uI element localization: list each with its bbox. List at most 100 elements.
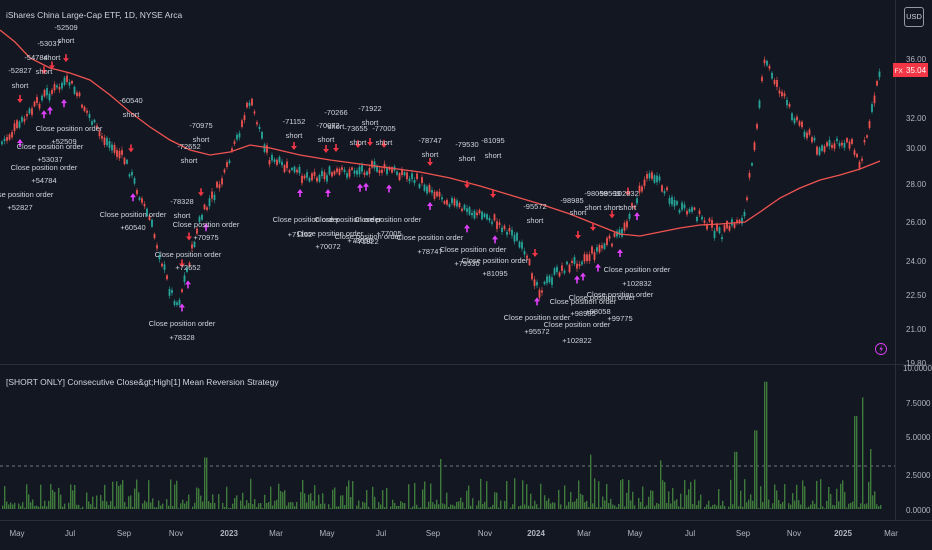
short-qty: -98985	[560, 196, 583, 205]
histogram-bar	[384, 507, 386, 509]
histogram-bar	[496, 492, 498, 509]
histogram-bar	[136, 479, 138, 509]
histogram-bar	[860, 503, 862, 509]
candle-body	[81, 104, 83, 108]
histogram-bar	[638, 497, 640, 509]
histogram-bar	[708, 500, 710, 509]
candle-body	[411, 173, 413, 180]
price-badge-symbol: FXI	[895, 68, 905, 75]
histogram-bar	[822, 506, 824, 509]
histogram-bar	[478, 500, 480, 509]
histogram-bar	[404, 503, 406, 509]
candle-body	[868, 121, 871, 128]
lightning-icon[interactable]	[875, 343, 887, 355]
candle-body	[693, 207, 696, 210]
close-label: Close position order	[550, 297, 617, 306]
candle-body	[651, 172, 653, 179]
histogram-bar	[870, 448, 872, 509]
candle-body	[328, 166, 331, 175]
candle-body	[583, 254, 586, 262]
histogram-bar	[700, 494, 702, 509]
histogram-bar	[346, 486, 348, 509]
candle-body	[416, 173, 418, 180]
indicator-title[interactable]: [SHORT ONLY] Consecutive Close&gt;High[1…	[6, 377, 279, 387]
symbol-title[interactable]: iShares China Large-Cap ETF, 1D, NYSE Ar…	[6, 10, 183, 20]
candle-body	[646, 173, 648, 179]
close-label: Close position order	[155, 250, 222, 259]
short-qty: -81095	[481, 136, 504, 145]
histogram-bar	[186, 501, 188, 509]
histogram-bar	[720, 505, 722, 509]
candle-body	[73, 86, 76, 94]
candle-body	[63, 77, 66, 85]
candle-body	[848, 141, 851, 149]
currency-button[interactable]: USD	[904, 7, 924, 27]
candle-body	[563, 270, 566, 274]
histogram-bar	[318, 494, 320, 509]
histogram-bar	[50, 484, 52, 509]
histogram-bar	[42, 506, 44, 509]
candle-body	[828, 139, 831, 147]
short-entry-arrow	[355, 140, 361, 149]
candle-body	[426, 186, 428, 194]
candle-body	[28, 108, 31, 114]
histogram-bar	[630, 500, 632, 509]
short-label: short	[123, 110, 141, 119]
histogram-bar	[152, 498, 154, 509]
candle-body	[236, 134, 238, 140]
histogram-bar	[588, 507, 590, 509]
candle-body	[783, 93, 786, 97]
candle-body	[18, 121, 21, 128]
histogram-bar	[590, 454, 592, 509]
short-entry-arrow	[198, 188, 204, 197]
close-label: Close position order	[504, 313, 571, 322]
histogram-bar	[794, 500, 796, 509]
time-axis[interactable]: May Jul Sep Nov 2023 Mar May Jul Sep Nov…	[9, 529, 898, 538]
histogram-bar	[768, 499, 770, 509]
candle-body	[26, 113, 28, 117]
histogram-bar	[660, 460, 662, 509]
histogram-bar	[634, 505, 636, 509]
histogram-bar	[632, 491, 634, 509]
histogram-bar	[138, 492, 140, 509]
time-tick: Jul	[685, 529, 695, 538]
candle-body	[863, 139, 866, 143]
histogram-bar	[356, 505, 358, 509]
candle-body	[273, 159, 276, 162]
histogram-bar	[544, 495, 546, 509]
histogram-bar	[154, 507, 156, 509]
histogram-bar	[312, 500, 314, 509]
candle-body	[591, 246, 593, 254]
histogram-bar	[640, 501, 642, 509]
candle-body	[608, 235, 611, 239]
candle-body	[96, 125, 98, 128]
histogram-bar	[122, 479, 124, 509]
histogram-bar	[112, 481, 114, 509]
candle-body	[383, 163, 386, 169]
candle-body	[561, 265, 563, 271]
short-label: short	[174, 211, 192, 220]
close-exit-arrow	[386, 184, 392, 193]
histogram-bar	[730, 479, 732, 509]
histogram-bar	[678, 506, 680, 509]
candle-body	[546, 276, 548, 283]
candle-body	[421, 177, 423, 184]
short-qty: -79530	[455, 140, 478, 149]
histogram-bar	[334, 487, 336, 509]
candle-body	[751, 163, 753, 166]
candle-body	[681, 202, 683, 210]
histogram-bar	[854, 416, 856, 509]
histogram-bar	[480, 478, 482, 509]
candle-body	[278, 156, 281, 163]
candle-body	[801, 121, 803, 128]
candle-body	[581, 261, 583, 265]
candle-body	[191, 244, 193, 249]
candle-body	[763, 59, 766, 64]
price-axis[interactable]: 36.00 32.00 30.00 28.00 26.00 24.00 22.5…	[906, 55, 927, 368]
close-label: Close position order	[273, 215, 340, 224]
histogram-bar	[392, 499, 394, 509]
candle-body	[851, 138, 853, 144]
candle-body	[251, 98, 253, 106]
indicator-axis[interactable]: 10.0000 7.5000 5.0000 2.5000 0.0000	[903, 364, 932, 515]
